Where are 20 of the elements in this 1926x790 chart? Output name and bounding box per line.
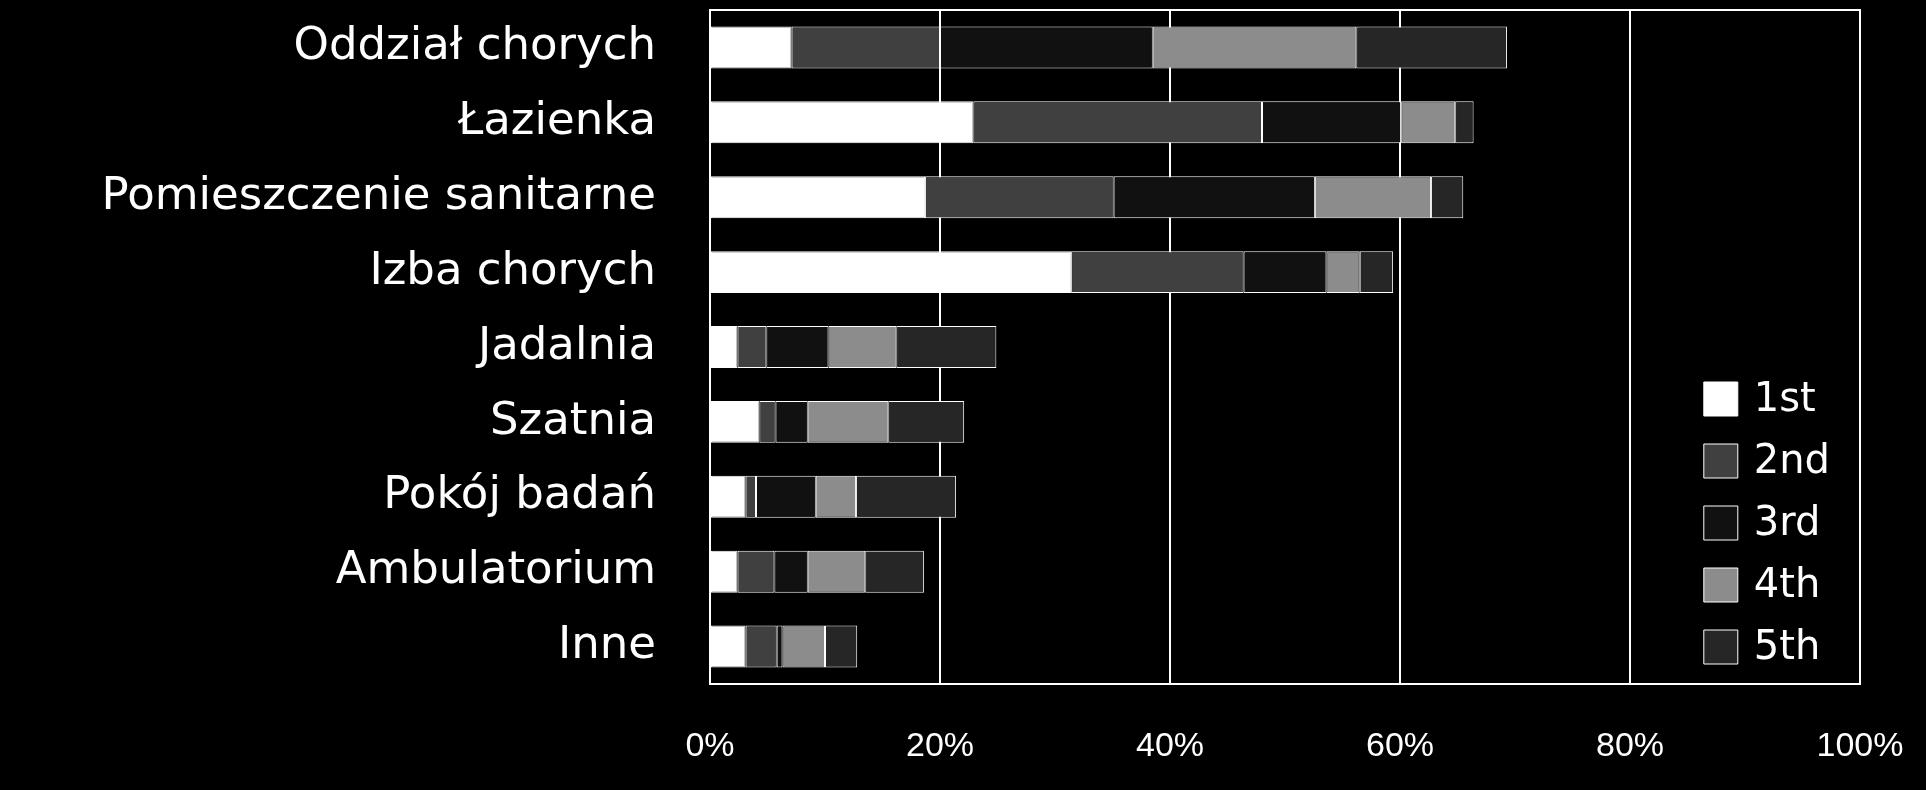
y-tick-label: Łazienka [456, 92, 656, 146]
legend-label: 4th [1753, 560, 1821, 607]
y-tick-label: Inne [558, 616, 656, 670]
y-tick-label: Szatnia [489, 391, 656, 445]
legend-label: 3rd [1753, 498, 1821, 545]
x-tick-label: 80% [1595, 724, 1665, 763]
x-tick-label: 100% [1816, 724, 1904, 763]
x-tick-label: 20% [905, 724, 975, 763]
y-tick-label: Pokój badań [383, 466, 656, 520]
y-tick-label: Ambulatorium [335, 541, 656, 595]
y-tick-label: Jadalnia [474, 316, 656, 370]
y-tick-label: Pomieszczenie sanitarne [101, 166, 656, 220]
legend-label: 5th [1753, 622, 1821, 669]
legend-label: 2nd [1753, 436, 1831, 483]
legend-label: 1st [1753, 374, 1816, 421]
x-tick-label: 60% [1365, 724, 1435, 763]
x-tick-label: 40% [1135, 724, 1205, 763]
y-tick-label: Oddział chorych [293, 17, 656, 71]
x-tick-label: 0% [685, 724, 735, 763]
y-tick-label: Izba chorych [369, 241, 656, 295]
